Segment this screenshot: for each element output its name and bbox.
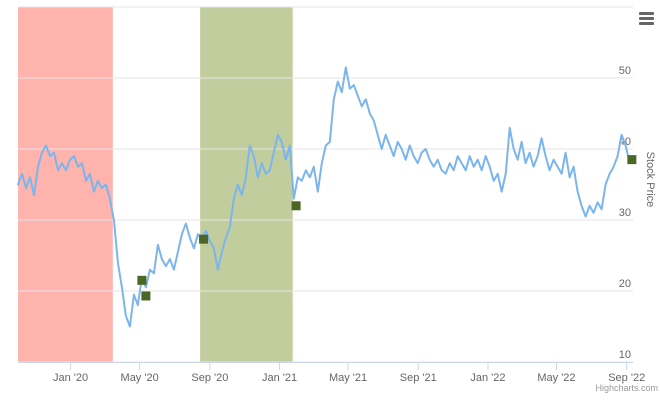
chart-menu-button[interactable] <box>636 8 658 28</box>
signal-marker <box>141 291 151 301</box>
signal-marker <box>627 155 637 165</box>
x-tick-label: May '21 <box>329 372 367 384</box>
x-tick-label: Jan '22 <box>470 372 505 384</box>
x-tick-label: May '22 <box>537 372 575 384</box>
shaded-band-2 <box>200 7 293 362</box>
shaded-bands <box>18 7 293 362</box>
y-tick-label: 10 <box>619 349 631 361</box>
price-series <box>17 66 630 328</box>
signal-markers <box>137 155 637 301</box>
x-tick-label: Sep '21 <box>400 372 437 384</box>
signal-marker <box>199 234 209 244</box>
x-tick-label: Jan '21 <box>262 372 297 384</box>
x-tick-label: Sep '22 <box>608 372 645 384</box>
y-axis-title: Stock Price <box>644 152 656 208</box>
signal-marker <box>137 275 147 285</box>
x-tick-label: May '20 <box>121 372 159 384</box>
x-axis-ticks: Jan '20 May '20 Sep '20 Jan '21 May '21 Sep '… <box>53 362 645 384</box>
y-tick-label: 30 <box>619 207 631 219</box>
x-tick-label: Sep '20 <box>191 372 228 384</box>
price-line-1 <box>17 66 630 328</box>
y-tick-label: 50 <box>619 65 631 77</box>
x-tick-label: Jan '20 <box>53 372 88 384</box>
highcharts-credit-link[interactable]: Highcharts.com <box>595 383 658 393</box>
signal-marker <box>291 201 301 211</box>
y-tick-label: 20 <box>619 278 631 290</box>
